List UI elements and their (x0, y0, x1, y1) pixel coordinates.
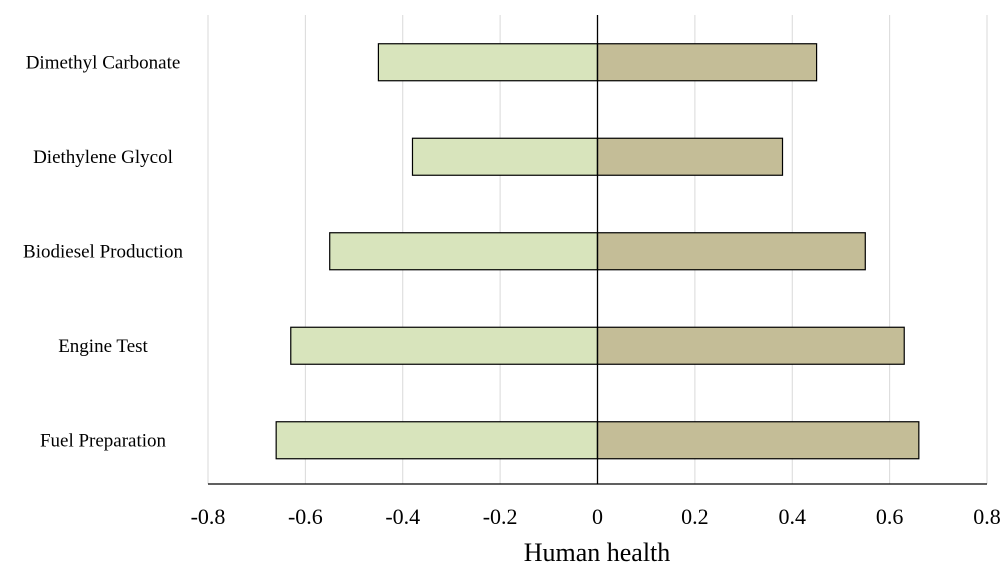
x-tick-label-8: 0.8 (973, 504, 1001, 529)
bar-positive-1 (596, 137, 784, 176)
category-label-3: Engine Test (58, 336, 148, 357)
x-tick-label-7: 0.6 (876, 504, 904, 529)
bar-positive-2 (596, 232, 866, 271)
x-tick-label-1: -0.6 (288, 504, 323, 529)
x-tick-label-0: -0.8 (191, 504, 226, 529)
bar-positive-4 (596, 421, 920, 460)
bar-positive-0 (596, 43, 818, 82)
x-tick-label-3: -0.2 (483, 504, 518, 529)
category-label-2: Biodiesel Production (23, 241, 183, 262)
bar-negative-1 (411, 137, 599, 176)
x-axis-title: Human health (524, 538, 671, 567)
category-label-0: Dimethyl Carbonate (26, 52, 181, 73)
bar-negative-2 (329, 232, 599, 271)
x-tick-label-6: 0.4 (779, 504, 807, 529)
labels: Dimethyl Carbonate Diethylene Glycol Biodi… (23, 52, 1001, 529)
bars (275, 43, 920, 460)
bar-positive-3 (596, 326, 905, 365)
x-tick-label-5: 0.2 (681, 504, 709, 529)
category-label-4: Fuel Preparation (40, 430, 167, 451)
bar-negative-0 (377, 43, 599, 82)
axes (208, 15, 987, 485)
bar-negative-3 (290, 326, 599, 365)
x-tick-label-2: -0.4 (385, 504, 420, 529)
category-label-1: Diethylene Glycol (33, 147, 173, 168)
bar-negative-4 (275, 421, 599, 460)
x-tick-label-4: 0 (592, 504, 603, 529)
